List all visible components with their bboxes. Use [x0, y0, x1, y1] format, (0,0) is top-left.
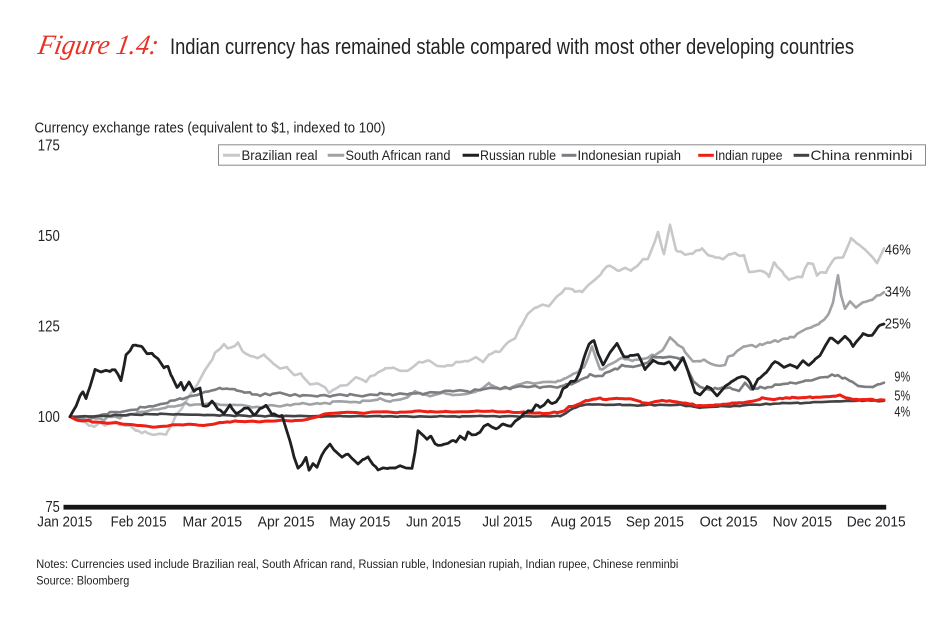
- svg-text:Oct 2015: Oct 2015: [700, 515, 758, 531]
- svg-text:75: 75: [46, 499, 60, 516]
- svg-text:150: 150: [38, 228, 60, 245]
- svg-text:34%: 34%: [885, 285, 911, 301]
- svg-text:Russian ruble: Russian ruble: [480, 148, 556, 163]
- svg-text:Mar 2015: Mar 2015: [183, 515, 243, 531]
- svg-text:Apr 2015: Apr 2015: [258, 515, 315, 531]
- svg-text:May 2015: May 2015: [329, 515, 390, 531]
- svg-text:Currency exchange rates (equiv: Currency exchange rates (equivalent to $…: [35, 120, 386, 136]
- svg-text:Nov 2015: Nov 2015: [773, 515, 833, 531]
- svg-text:Jan 2015: Jan 2015: [37, 515, 92, 531]
- svg-text:Figure 1.4:: Figure 1.4:: [35, 30, 161, 61]
- svg-text:Brazilian real: Brazilian real: [242, 148, 318, 163]
- svg-text:Jun 2015: Jun 2015: [406, 515, 461, 531]
- svg-text:Aug 2015: Aug 2015: [551, 515, 612, 531]
- svg-text:South African rand: South African rand: [346, 148, 451, 163]
- svg-text:Indonesian rupiah: Indonesian rupiah: [578, 148, 682, 163]
- svg-text:Indian currency has remained s: Indian currency has remained stable comp…: [170, 34, 854, 59]
- svg-text:5%: 5%: [894, 389, 910, 405]
- svg-text:9%: 9%: [894, 370, 910, 386]
- svg-text:25%: 25%: [885, 317, 911, 333]
- svg-text:100: 100: [38, 409, 60, 426]
- svg-text:Dec 2015: Dec 2015: [847, 515, 906, 531]
- svg-text:175: 175: [38, 137, 60, 154]
- svg-text:46%: 46%: [885, 243, 911, 259]
- svg-text:Source: Bloomberg: Source: Bloomberg: [36, 576, 129, 588]
- svg-text:Feb 2015: Feb 2015: [111, 515, 167, 531]
- svg-text:China renminbi: China renminbi: [811, 147, 913, 163]
- svg-text:Sep 2015: Sep 2015: [626, 515, 684, 531]
- svg-text:Notes: Currencies used include: Notes: Currencies used include Brazilian…: [36, 559, 678, 571]
- svg-text:Indian rupee: Indian rupee: [715, 148, 783, 163]
- svg-text:Jul 2015: Jul 2015: [482, 515, 532, 531]
- svg-text:4%: 4%: [894, 405, 910, 421]
- svg-text:125: 125: [38, 319, 60, 336]
